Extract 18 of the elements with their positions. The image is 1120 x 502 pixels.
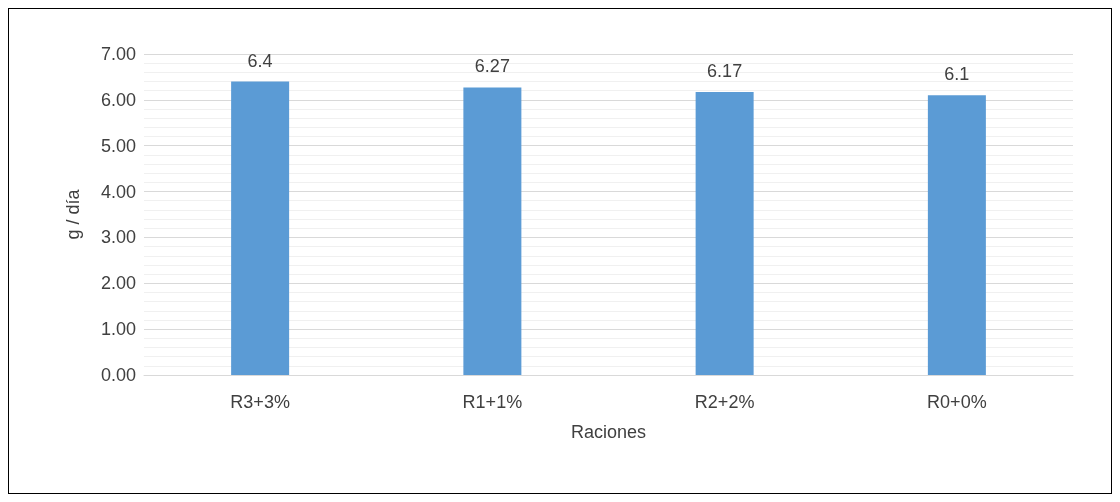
y-axis-title: g / día (63, 188, 83, 240)
y-tick-label: 2.00 (100, 273, 136, 294)
y-tick-label: 7.00 (100, 44, 136, 64)
y-tick-label: 0.00 (100, 365, 136, 385)
x-tick-label: R0+0% (927, 392, 987, 412)
data-label: 6.17 (707, 61, 743, 82)
y-tick-label: 3.00 (100, 227, 136, 248)
y-tick-label: 4.00 (100, 181, 136, 202)
data-label: 6.1 (944, 64, 970, 85)
x-tick-label: R2+2% (694, 392, 755, 412)
x-tick-label: R1+1% (462, 392, 523, 412)
x-tick-label: R3+3% (230, 392, 290, 412)
x-axis-title: Raciones (570, 422, 647, 442)
y-tick-label: 6.00 (100, 89, 136, 110)
y-tick-label: 1.00 (100, 319, 136, 340)
y-tick-label: 5.00 (100, 135, 136, 156)
data-label: 6.27 (474, 56, 510, 77)
data-label: 6.4 (247, 50, 273, 71)
